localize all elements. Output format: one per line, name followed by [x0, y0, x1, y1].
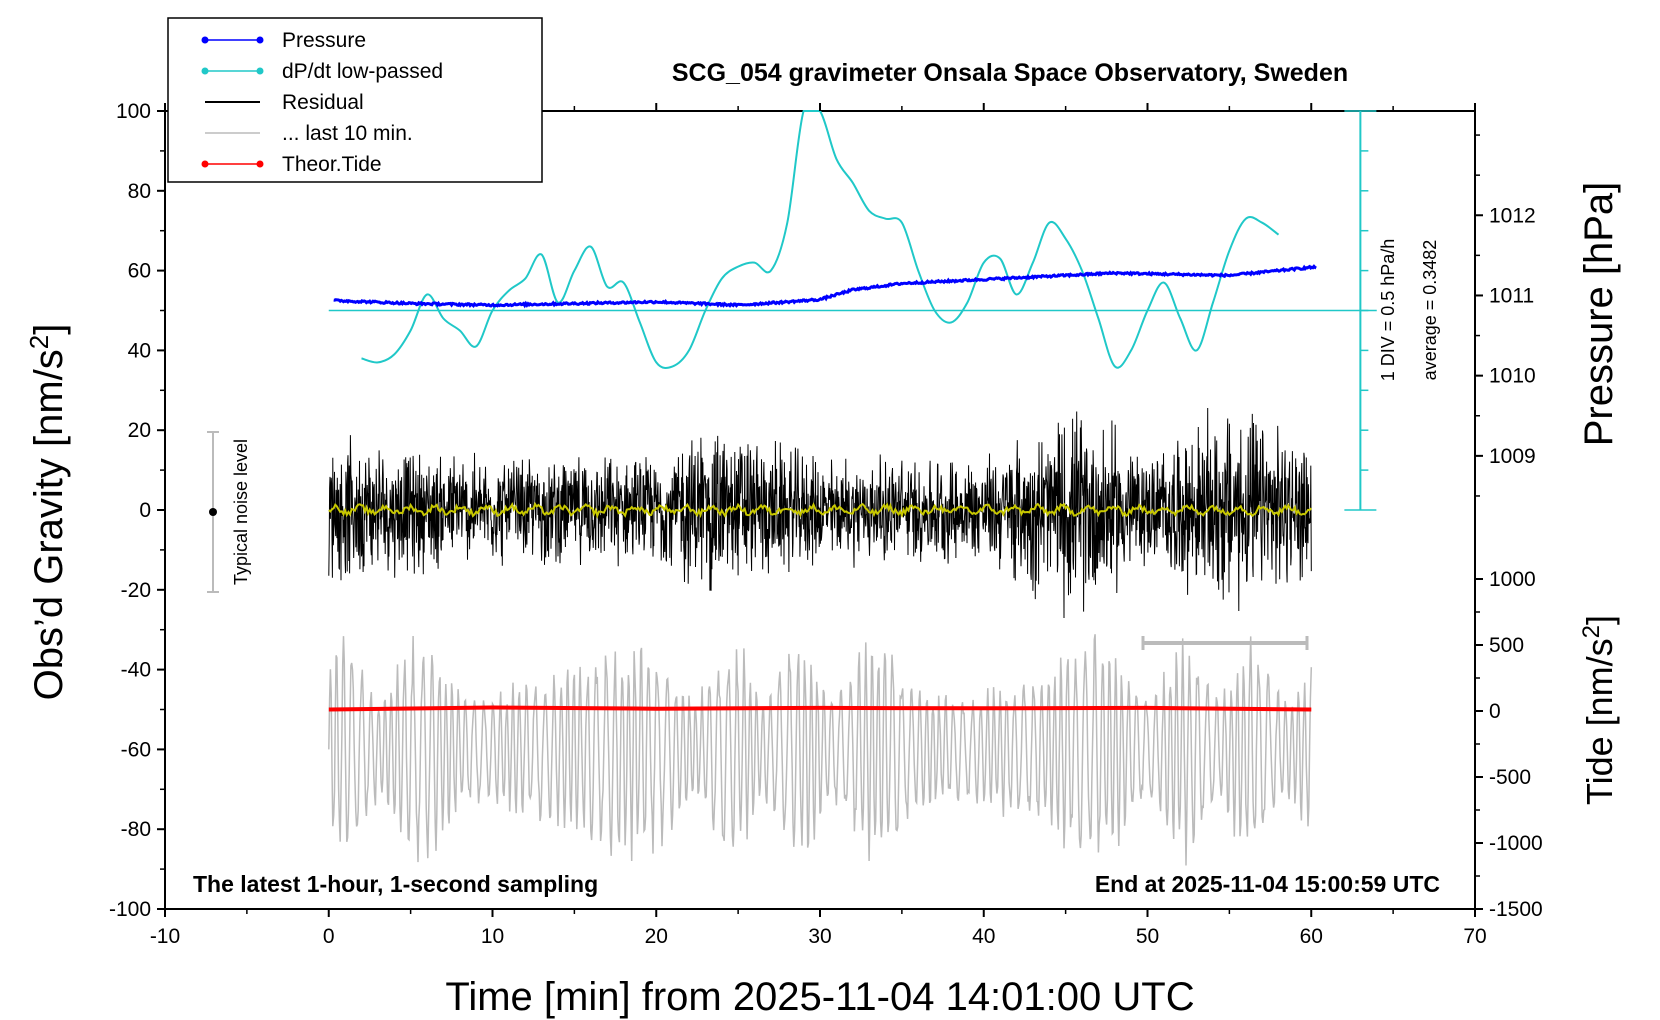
- legend-marker-left-1: [201, 67, 209, 75]
- x-axis-label: Time [min] from 2025-11-04 14:01:00 UTC: [445, 975, 1194, 1019]
- y-axis-tide-label: Tide [nm/s2]: [1578, 615, 1620, 805]
- noise-marker: [209, 508, 217, 516]
- legend-box: [167, 17, 543, 183]
- residual-series: [328, 407, 1312, 619]
- y-tick-label-9: -80: [121, 818, 151, 841]
- tide-tick-label-1: 500: [1489, 634, 1524, 657]
- legend-label-4: Theor.Tide: [282, 153, 382, 176]
- x-tick-label-4: 30: [808, 925, 831, 948]
- noise-level-indicator: Typical noise level: [207, 431, 251, 593]
- pressure-axis-ticks: 1012 1011 1010 1009: [1475, 134, 1536, 497]
- x-tick-label-8: 70: [1463, 925, 1486, 948]
- tide-tick-label-0: 1000: [1489, 568, 1536, 591]
- y-tick-label-1: 80: [128, 180, 151, 203]
- x-tick-label-6: 50: [1136, 925, 1159, 948]
- legend-label-3: ... last 10 min.: [282, 122, 413, 145]
- y-tick-label-4: 20: [128, 419, 151, 442]
- y-tick-label-0: 100: [116, 100, 151, 123]
- last-10-min-bar: [1141, 636, 1309, 650]
- y-axis-left-label-end: ]: [27, 324, 71, 335]
- legend-marker-right-1: [256, 67, 264, 75]
- dpdt-series: [361, 110, 1280, 369]
- tide-axis-ticks: 1000 500 0 -500 -1000 -1500: [1475, 568, 1543, 921]
- legend-label-1: dP/dt low-passed: [282, 60, 443, 83]
- y-tick-label-3: 40: [128, 339, 151, 362]
- y-tick-label-8: -60: [121, 738, 151, 761]
- last-10-min-line: [328, 634, 1313, 866]
- y-tick-label-5: 0: [139, 499, 151, 522]
- y-axis-left-ticks: 100 80 60 40 20 0 -20 -40 -60 -80 -100: [109, 100, 165, 921]
- pressure-tick-label-3: 1009: [1489, 445, 1536, 468]
- y-tick-label-2: 60: [128, 260, 151, 283]
- legend-marker-left-4: [201, 160, 209, 168]
- legend-marker-right-0: [256, 36, 264, 44]
- y-axis-tide-label-end: ]: [1579, 615, 1620, 625]
- theoretical-tide-line: [328, 705, 1312, 712]
- y-axis-left-label-sup: 2: [24, 335, 54, 349]
- y-axis-tide-label-main: Tide [nm/s: [1579, 638, 1620, 805]
- dpdt-average-label: average = 0.3482: [1420, 240, 1440, 381]
- pressure-tick-label-2: 1010: [1489, 365, 1536, 388]
- chart-title: SCG_054 gravimeter Onsala Space Observat…: [672, 59, 1348, 87]
- tide-tick-label-5: -1500: [1489, 898, 1543, 921]
- legend-marker-right-4: [256, 160, 264, 168]
- legend-label-2: Residual: [282, 91, 364, 114]
- x-axis-ticks: -10 0 10 20 30 40 50 60 70: [150, 103, 1487, 948]
- dpdt-div-label: 1 DIV = 0.5 hPa/h: [1378, 239, 1398, 382]
- y-tick-label-10: -100: [109, 898, 151, 921]
- y-axis-left-label: Obs’d Gravity [nm/s2]: [24, 324, 71, 701]
- pressure-tick-label-1: 1011: [1489, 284, 1534, 307]
- y-tick-label-6: -20: [121, 579, 151, 602]
- noise-label: Typical noise level: [231, 439, 251, 585]
- y-axis-pressure-label: Pressure [hPa]: [1577, 182, 1621, 447]
- tide-tick-label-4: -1000: [1489, 832, 1543, 855]
- x-tick-label-5: 40: [972, 925, 995, 948]
- x-tick-label-7: 60: [1300, 925, 1323, 948]
- residual-smoothed-line: [328, 501, 1313, 519]
- tide-tick-label-2: 0: [1489, 700, 1501, 723]
- dpdt-scale-bar: 1 DIV = 0.5 hPa/h average = 0.3482: [328, 110, 1440, 511]
- y-axis-tide-label-sup: 2: [1578, 625, 1605, 638]
- annotation-sampling: The latest 1-hour, 1-second sampling: [193, 871, 598, 897]
- pressure-line: [333, 264, 1317, 309]
- residual-line: [328, 407, 1312, 619]
- dpdt-line: [361, 110, 1280, 369]
- y-tick-label-7: -40: [121, 659, 151, 682]
- x-tick-label-0: -10: [150, 925, 180, 948]
- x-tick-label-3: 20: [645, 925, 668, 948]
- x-tick-label-1: 0: [323, 925, 335, 948]
- legend-marker-left-0: [201, 36, 209, 44]
- legend: Pressure dP/dt low-passed Residual ... last…: [167, 17, 543, 183]
- residual-smoothed-series: [328, 501, 1313, 519]
- annotation-end-time: End at 2025-11-04 15:00:59 UTC: [1095, 871, 1440, 897]
- tide-tick-label-3: -500: [1489, 766, 1531, 789]
- x-tick-label-2: 10: [481, 925, 504, 948]
- legend-label-0: Pressure: [282, 29, 366, 52]
- pressure-tick-label-0: 1012: [1489, 204, 1536, 227]
- last-10-min-series: [328, 634, 1313, 866]
- pressure-series: [333, 264, 1317, 309]
- theoretical-tide-series: [328, 705, 1312, 712]
- y-axis-left-label-main: Obs’d Gravity [nm/s: [27, 349, 71, 700]
